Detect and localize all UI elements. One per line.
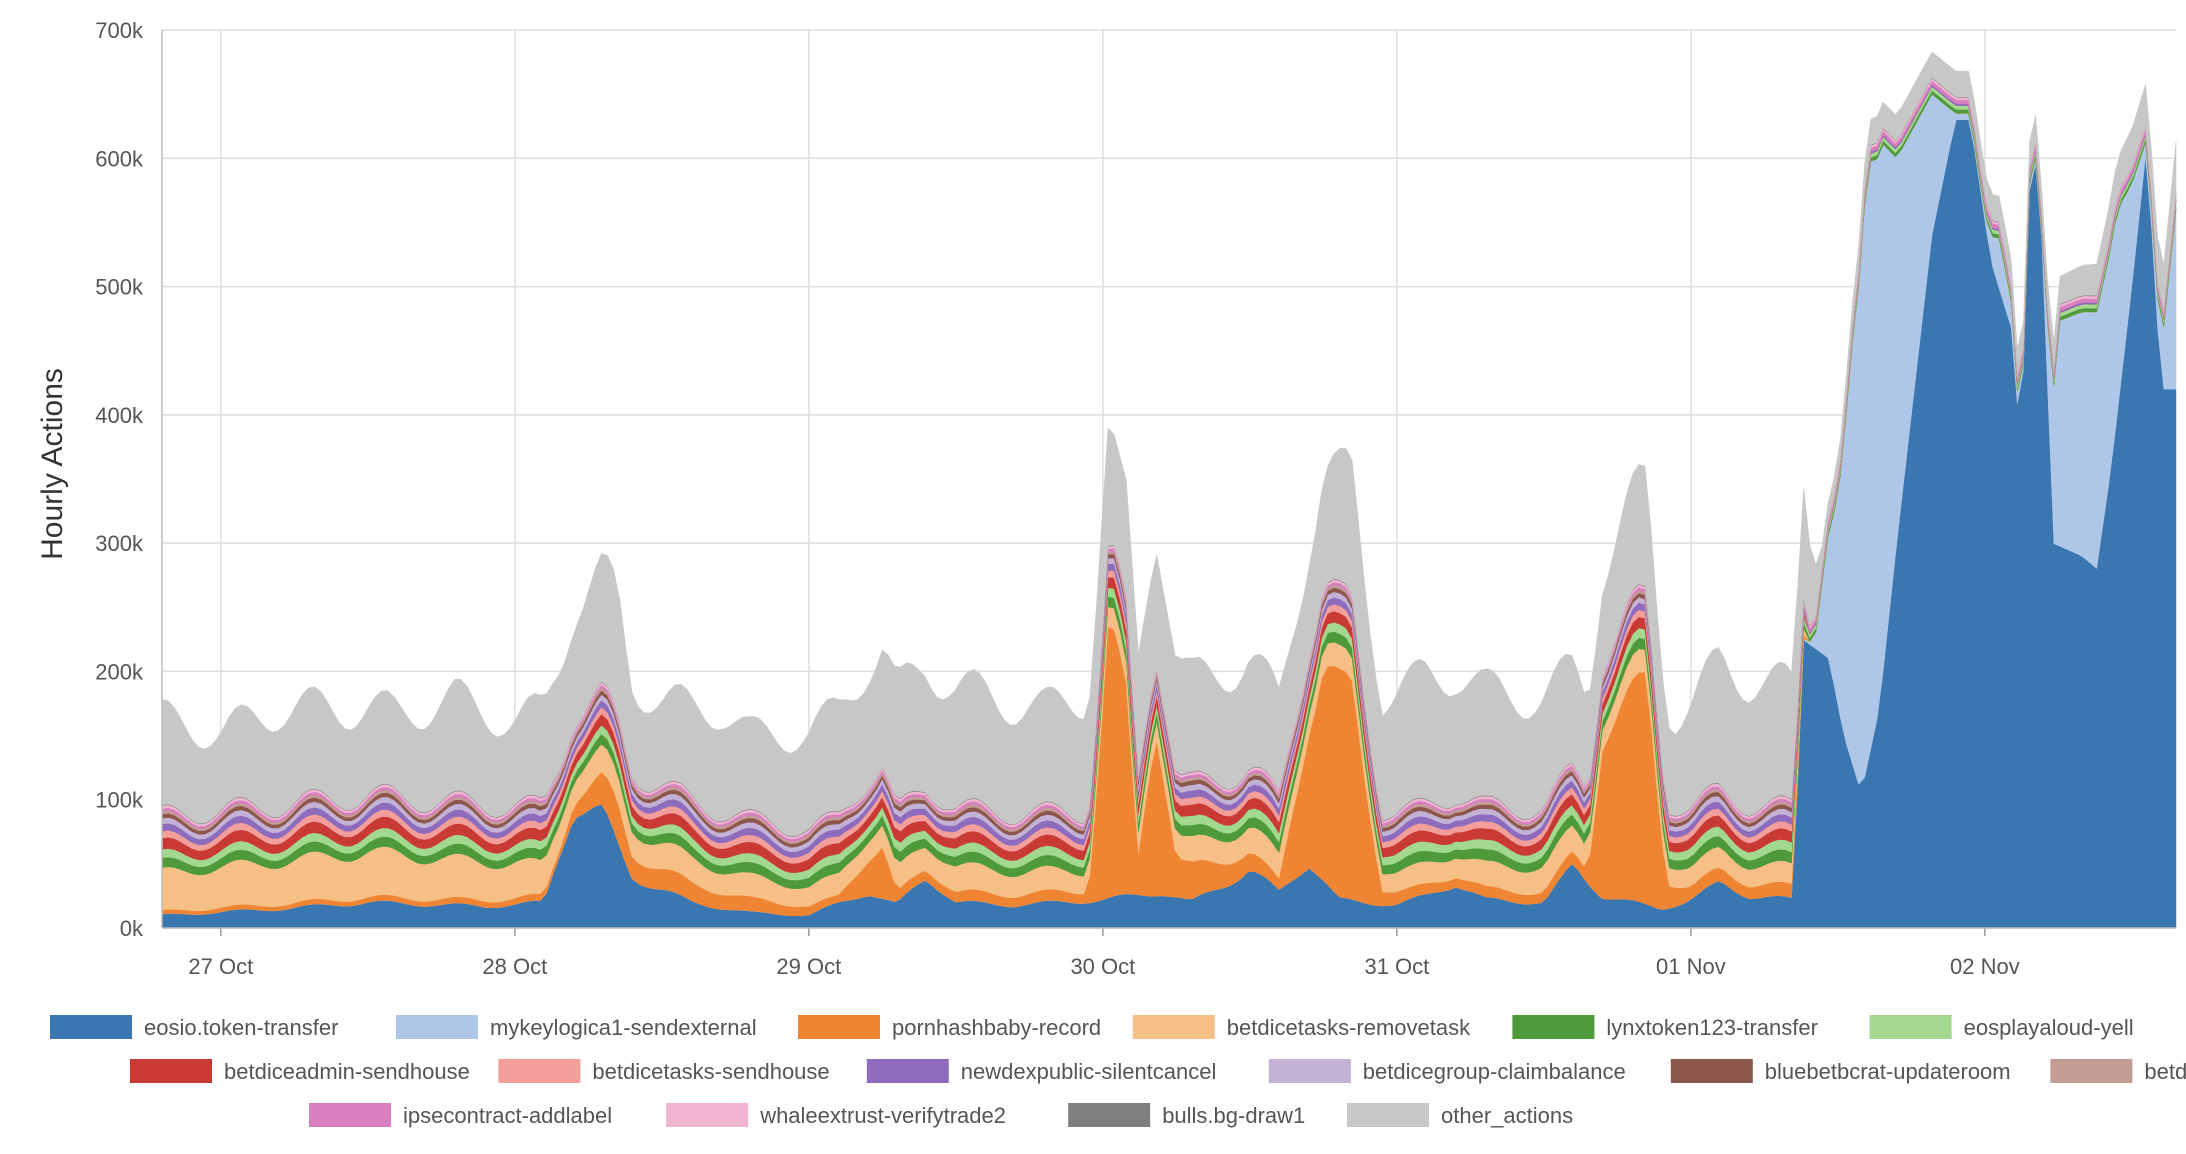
legend-label-ipsecontract-addlabel: ipsecontract-addlabel: [403, 1103, 612, 1128]
legend-label-eosplayaloud-yell: eosplayaloud-yell: [1964, 1015, 2134, 1040]
legend-swatch-whaleextrust-verifytrade2: [666, 1103, 749, 1127]
y-tick-label: 0k: [120, 916, 144, 941]
legend-label-betdicegroup-payout: betdicegroup-payout: [2144, 1059, 2186, 1084]
y-tick-label: 700k: [95, 18, 144, 43]
legend-swatch-pornhashbaby-record: [798, 1015, 880, 1039]
legend-label-bluebetbcrat-updateroom: bluebetbcrat-updateroom: [1765, 1059, 2011, 1084]
axes: 0k 100k 200k 300k 400k 500k 600k 700k 27 Oct 28 O…: [95, 18, 2176, 979]
legend-swatch-betdicetasks-sendhouse: [498, 1059, 581, 1083]
legend-label-betdicegroup-claimbalance: betdicegroup-claimbalance: [1363, 1059, 1626, 1084]
x-tick-label: 30 Oct: [1070, 954, 1135, 979]
legend-swatch-eosio-token-transfer: [50, 1015, 132, 1039]
legend-swatch-mykeylogica1-sendexternal: [396, 1015, 478, 1039]
x-tick-label: 02 Nov: [1950, 954, 2020, 979]
legend-label-betdicetasks-sendhouse: betdicetasks-sendhouse: [592, 1059, 829, 1084]
legend-swatch-ipsecontract-addlabel: [309, 1103, 391, 1127]
y-tick-label: 100k: [95, 788, 144, 813]
area-other-actions: [161, 51, 2177, 837]
legend-label-pornhashbaby-record: pornhashbaby-record: [892, 1015, 1101, 1040]
legend-swatch-betdicegroup-payout: [2050, 1059, 2133, 1083]
legend-label-betdicetasks-removetask: betdicetasks-removetask: [1227, 1015, 1471, 1040]
legend-label-other-actions: other_actions: [1441, 1103, 1573, 1128]
legend-swatch-lynxtoken123-transfer: [1512, 1015, 1595, 1039]
y-tick-label: 600k: [95, 146, 144, 171]
legend-label-eosio-token-transfer: eosio.token-transfer: [144, 1015, 338, 1040]
y-tick-label: 400k: [95, 403, 144, 428]
legend-label-newdexpublic-silentcancel: newdexpublic-silentcancel: [961, 1059, 1217, 1084]
x-tick-label: 28 Oct: [482, 954, 547, 979]
legend-swatch-betdiceadmin-sendhouse: [130, 1059, 212, 1083]
legend-label-mykeylogica1-sendexternal: mykeylogica1-sendexternal: [490, 1015, 757, 1040]
legend-swatch-betdicetasks-removetask: [1132, 1015, 1215, 1039]
x-tick-label: 27 Oct: [188, 954, 253, 979]
legend-label-betdiceadmin-sendhouse: betdiceadmin-sendhouse: [224, 1059, 470, 1084]
legend-swatch-other-actions: [1347, 1103, 1429, 1127]
legend: eosio.token-transfer mykeylogica1-sendext…: [50, 1015, 2186, 1128]
x-tick-label: 31 Oct: [1364, 954, 1429, 979]
legend-swatch-eosplayaloud-yell: [1869, 1015, 1952, 1039]
y-tick-label: 300k: [95, 531, 144, 556]
legend-swatch-bulls-bg-draw1: [1068, 1103, 1151, 1127]
y-tick-label: 500k: [95, 275, 144, 300]
x-tick-label: 29 Oct: [776, 954, 841, 979]
y-tick-label: 200k: [95, 659, 144, 684]
legend-swatch-newdexpublic-silentcancel: [866, 1059, 949, 1083]
legend-label-bulls-bg-draw1: bulls.bg-draw1: [1162, 1103, 1305, 1128]
x-tick-label: 01 Nov: [1656, 954, 1726, 979]
y-axis-label: Hourly Actions: [36, 368, 69, 560]
legend-swatch-betdicegroup-claimbalance: [1268, 1059, 1351, 1083]
legend-swatch-bluebetbcrat-updateroom: [1670, 1059, 1753, 1083]
legend-label-lynxtoken123-transfer: lynxtoken123-transfer: [1606, 1015, 1818, 1040]
legend-label-whaleextrust-verifytrade2: whaleextrust-verifytrade2: [759, 1103, 1006, 1128]
series-areas: [161, 51, 2177, 929]
